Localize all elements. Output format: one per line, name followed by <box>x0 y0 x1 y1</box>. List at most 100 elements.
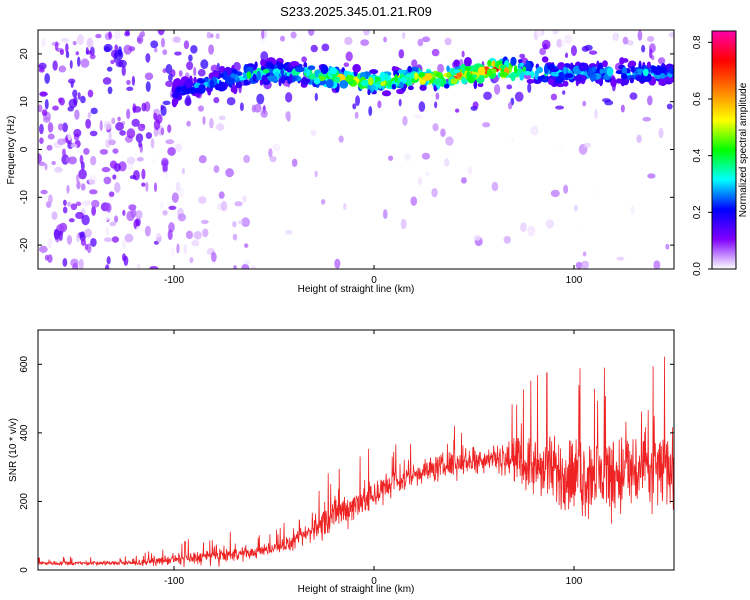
spectrogram-blob <box>186 120 191 127</box>
spectrogram-blob <box>252 73 257 82</box>
spectrogram-blob <box>44 73 50 84</box>
spectrogram-blob <box>63 199 67 206</box>
spectrogram-blob <box>242 195 247 203</box>
spectrogram-blob <box>44 99 49 110</box>
spectrogram-blob <box>581 45 590 52</box>
spectrogram-blob <box>381 90 392 97</box>
spectrogram-blob <box>90 107 98 115</box>
spectrogram-blob <box>160 104 164 111</box>
spectrogram-blob <box>210 72 218 78</box>
spectrogram-blob <box>594 108 598 120</box>
spectrogram-blob <box>160 127 165 136</box>
spectrogram-blob <box>307 65 316 71</box>
spectrogram-blob <box>68 218 75 223</box>
spectrogram-blob <box>647 173 656 179</box>
spectrogram-blob <box>604 100 614 106</box>
spectrogram-blob <box>407 85 414 91</box>
spectrogram-blob <box>104 264 110 269</box>
spectrogram-blob <box>431 48 440 57</box>
spectrogram-blob <box>244 243 249 248</box>
spectrogram-blob <box>262 68 270 74</box>
spectrogram-blob <box>176 243 180 254</box>
spectrogram-blob <box>456 72 463 78</box>
spectrogram-blob <box>47 238 53 249</box>
spectrogram-blob <box>445 136 454 146</box>
spectrogram-blob <box>39 137 44 144</box>
colorbar-tick-label: 0.8 <box>692 35 703 49</box>
spectrogram-blob <box>636 134 642 144</box>
spectrogram-blob <box>629 77 635 84</box>
spectrogram-blob <box>126 79 131 85</box>
spectrogram-blob <box>419 84 427 91</box>
spectrogram-blob <box>168 73 173 82</box>
spectrogram-blob <box>433 78 443 86</box>
spectrogram-blob <box>482 122 491 128</box>
spectrogram-blob <box>129 175 137 180</box>
spectrogram-blob <box>188 54 193 62</box>
spectrogram-blob <box>99 120 103 132</box>
spectrogram-blob <box>582 251 587 257</box>
spectrogram-blob <box>190 44 198 54</box>
spectrogram-blob <box>152 158 157 164</box>
spectrogram-blob <box>127 261 135 269</box>
spectrogram-blob <box>72 40 77 46</box>
spectrogram-blob <box>344 36 353 46</box>
spectrogram-blob <box>313 77 321 85</box>
spectrogram-blob <box>369 69 379 75</box>
spectrogram-blob <box>58 65 67 73</box>
spectrogram-blob <box>90 237 97 247</box>
spectrogram-blob <box>235 81 243 89</box>
spectrogram-blob <box>106 66 113 72</box>
spectrogram-blob <box>75 211 85 220</box>
spectrogram-blob <box>184 78 194 89</box>
spectrogram-blob <box>647 95 653 106</box>
spectrogram-blob <box>108 191 115 197</box>
spectrogram-blob <box>619 57 625 65</box>
spectrogram-blob <box>401 32 406 40</box>
colorbar-tick-label: 0.2 <box>692 205 703 219</box>
spectrogram-blob <box>141 182 146 187</box>
snr-panel: -100 0 100 0 200 400 600 Height of straight li… <box>8 329 675 595</box>
spectrogram-blob <box>360 39 370 46</box>
spectrogram-blob <box>189 86 196 95</box>
spectrogram-blob <box>38 161 46 167</box>
spectrogram-blob <box>422 36 431 43</box>
spectrogram-blob <box>377 100 382 109</box>
spectrogram-blob <box>145 181 149 192</box>
spectrogram-blob <box>210 64 219 73</box>
spectrogram-blob <box>499 71 509 78</box>
spectrogram-blob <box>440 128 446 137</box>
spectrogram-blob <box>102 77 112 85</box>
spectrogram-blob <box>251 104 257 113</box>
spectrogram-blob <box>221 70 228 81</box>
spectrogram-blob <box>112 148 119 154</box>
spectrogram-blob <box>642 68 649 77</box>
spectrogram-blob <box>382 209 388 220</box>
spectrogram-blob <box>101 166 111 173</box>
spectrogram-blob <box>66 184 70 194</box>
spectrogram-blob <box>47 254 53 263</box>
spectrogram-blob <box>251 264 256 269</box>
spectrogram-blob <box>226 97 236 106</box>
spectrogram-blob <box>657 57 666 65</box>
spectrogram-blob <box>338 135 344 143</box>
spectrogram-blob <box>550 189 560 198</box>
spectrogram-blob <box>38 62 47 70</box>
spectrogram-blob <box>65 50 70 59</box>
spectrogram-blob <box>574 75 584 82</box>
spectrogram-blob <box>101 211 110 222</box>
spectrogram-blob <box>466 71 471 81</box>
spectrogram-blob <box>620 73 628 80</box>
spectrogram-blob <box>527 82 532 93</box>
spectrogram-blob <box>653 69 663 75</box>
spectrogram-blob <box>261 30 265 39</box>
spectrogram-blob <box>75 201 82 207</box>
spectrogram-blob <box>301 56 307 63</box>
spectrogram-blob <box>461 50 465 58</box>
spectrogram-blob <box>75 51 79 56</box>
spectrogram-blob <box>269 64 275 70</box>
spectrogram-blob <box>193 66 197 77</box>
spectrogram-xtick-label: 100 <box>566 275 583 286</box>
spectrogram-blob <box>527 225 536 237</box>
